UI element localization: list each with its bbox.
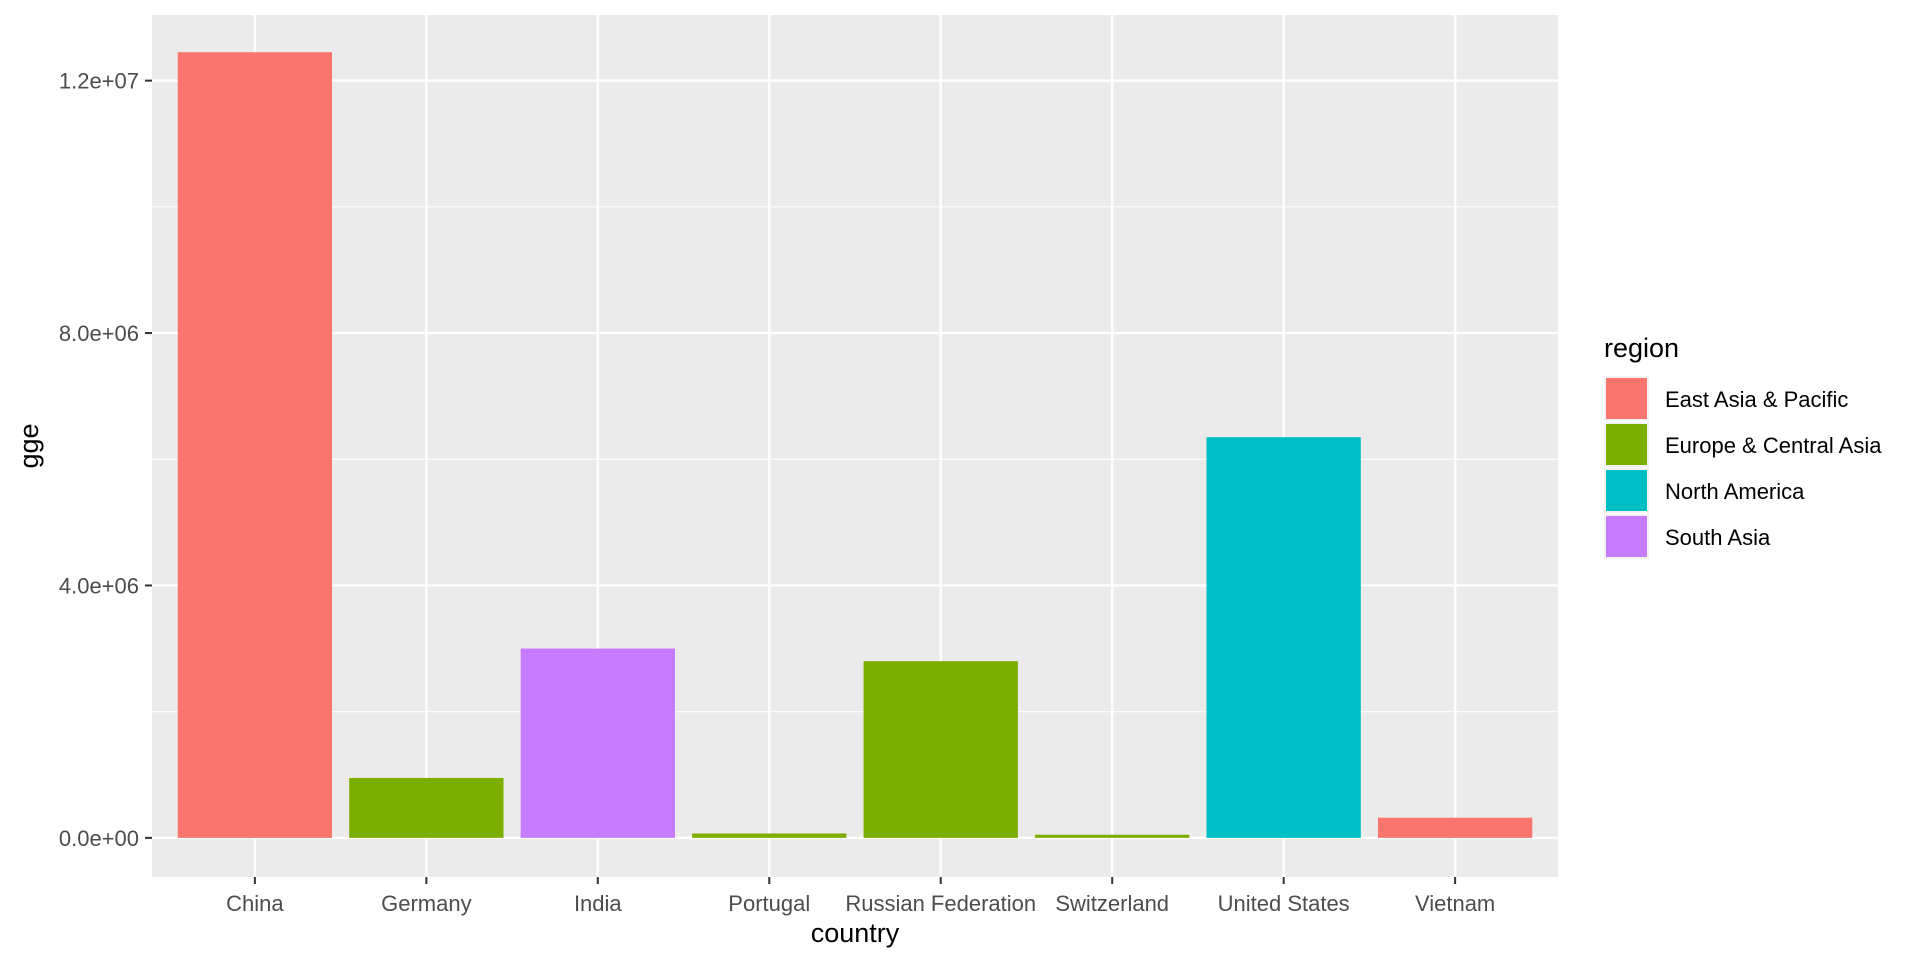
bar-portugal (692, 833, 847, 838)
x-axis: China Germany India Portugal Russian Federat… (226, 877, 1495, 916)
y-tick-label: 8.0e+06 (59, 321, 139, 346)
bars (177, 52, 1533, 838)
legend-swatch (1606, 470, 1647, 511)
x-tick-label: India (574, 891, 622, 916)
legend-label: Europe & Central Asia (1665, 433, 1882, 458)
legend-swatch (1606, 424, 1647, 465)
bar-united-states (1206, 437, 1361, 838)
x-tick-label: Portugal (728, 891, 810, 916)
y-tick-label: 0.0e+00 (59, 826, 139, 851)
legend-label: North America (1665, 479, 1805, 504)
bar-switzerland (1035, 834, 1190, 838)
bar-germany (349, 777, 504, 838)
x-tick-label: Russian Federation (845, 891, 1036, 916)
legend-label: East Asia & Pacific (1665, 387, 1848, 412)
x-tick-label: Vietnam (1415, 891, 1495, 916)
x-tick-label: United States (1218, 891, 1350, 916)
bar-india (520, 648, 675, 838)
y-axis-title: gge (14, 423, 44, 468)
legend-swatch (1606, 378, 1647, 419)
y-tick-label: 4.0e+06 (59, 573, 139, 598)
legend-swatch (1606, 516, 1647, 557)
bar-russian-federation (863, 661, 1018, 838)
legend: region East Asia & Pacific Europe & Centr… (1604, 333, 1882, 559)
x-tick-label: Germany (381, 891, 471, 916)
legend-title: region (1604, 333, 1679, 363)
y-axis: 0.0e+00 4.0e+06 8.0e+06 1.2e+07 (59, 69, 152, 851)
y-tick-label: 1.2e+07 (59, 69, 139, 94)
bar-vietnam (1377, 817, 1533, 838)
x-tick-label: China (226, 891, 284, 916)
bar-china (177, 52, 333, 838)
legend-label: South Asia (1665, 525, 1771, 550)
x-axis-title: country (811, 918, 900, 948)
x-tick-label: Switzerland (1055, 891, 1169, 916)
